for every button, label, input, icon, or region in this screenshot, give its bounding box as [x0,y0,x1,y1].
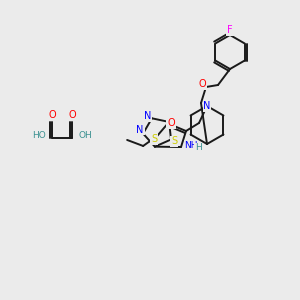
Text: N: N [203,101,211,111]
Text: O: O [48,110,56,120]
Text: S: S [151,134,157,144]
Text: N: N [136,124,144,135]
Text: S: S [171,136,177,146]
Text: O: O [198,79,206,89]
Text: N: N [144,111,152,121]
Text: H: H [195,143,201,152]
Text: O: O [68,110,76,120]
Text: HO: HO [32,131,46,140]
Text: OH: OH [78,131,92,140]
Text: F: F [227,25,233,35]
Text: NH: NH [184,140,198,149]
Text: O: O [167,118,175,128]
